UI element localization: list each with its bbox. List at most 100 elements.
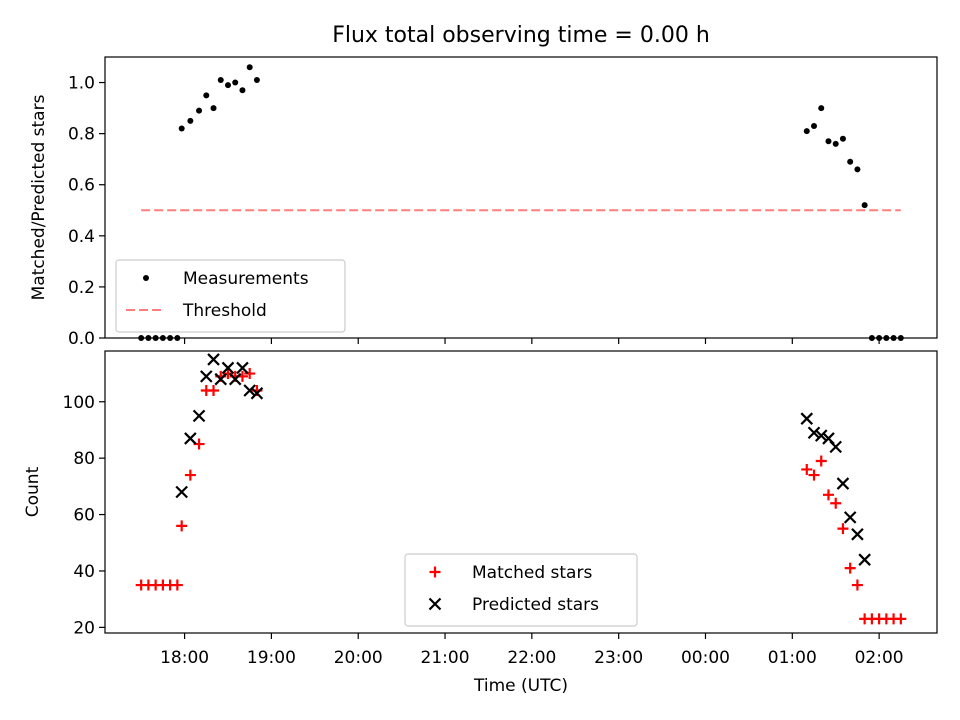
x-tick-label: 21:00: [421, 648, 470, 668]
predicted-star-point: [851, 528, 864, 541]
measurement-point: [883, 335, 890, 341]
measurement-point: [839, 135, 846, 142]
legend-label: Measurements: [183, 269, 309, 289]
y-tick-label: 0.0: [68, 329, 95, 349]
matched-star-point: [815, 455, 827, 467]
top-panel: 0.0 0.2 0.4 0.6 0.8 1.0 Matched/Predicted star…: [29, 56, 938, 349]
measurement-point: [818, 105, 825, 112]
measurement-point: [861, 202, 868, 209]
x-axis-label: Time (UTC): [473, 676, 568, 696]
measurement-point: [890, 335, 897, 341]
legend-marker-matched: [429, 566, 441, 578]
measurement-point: [217, 76, 224, 83]
measurement-point: [152, 335, 159, 341]
matched-star-point: [801, 463, 813, 475]
x-tick-label: 20:00: [334, 648, 383, 668]
y-axis-label: Matched/Predicted stars: [29, 94, 49, 300]
x-tick-label: 02:00: [855, 648, 904, 668]
matched-star-point: [184, 469, 196, 481]
predicted-star-point: [843, 511, 857, 524]
predicted-star-point: [243, 384, 256, 397]
y-tick-label: 1.0: [68, 74, 95, 94]
matched-star-point: [222, 368, 234, 380]
measurement-point: [239, 87, 246, 94]
measurement-point: [174, 335, 181, 341]
measurement-point: [232, 79, 239, 86]
matched-star-point: [830, 497, 842, 509]
measurement-point: [145, 335, 152, 341]
y-tick-label: 60: [73, 506, 95, 526]
measurement-point: [897, 335, 904, 341]
predicted-star-point: [192, 409, 206, 423]
x-tick-label: 01:00: [768, 648, 817, 668]
measurement-point: [876, 335, 883, 341]
matched-star-point: [171, 579, 183, 591]
matched-star-point: [895, 613, 907, 625]
predicted-star-point: [800, 412, 814, 425]
predicted-star-point: [807, 426, 821, 440]
y-tick-label: 0.4: [68, 227, 95, 247]
predicted-star-point: [228, 372, 242, 386]
legend-label: Predicted stars: [472, 595, 599, 615]
measurement-point: [224, 82, 231, 89]
y-tick-label: 100: [63, 393, 95, 413]
measurement-point: [811, 122, 818, 129]
y-tick-label: 40: [73, 562, 95, 582]
matched-star-point: [808, 469, 820, 481]
predicted-star-point: [207, 353, 220, 366]
matched-star-point: [822, 489, 834, 501]
predicted-star-point: [829, 440, 842, 454]
measurement-point: [210, 105, 217, 112]
measurement-point: [847, 158, 854, 165]
measurement-point: [178, 125, 185, 132]
bottom-panel: 20 40 60 80 100 18:00 19:00 20:00 21:00 22:00 23:0…: [23, 350, 938, 696]
measurement-point: [868, 335, 875, 341]
predicted-star-point: [184, 432, 197, 445]
matched-star-point: [837, 523, 849, 535]
figure-title: Flux total observing time = 0.00 h: [332, 23, 710, 48]
x-tick-label: 19:00: [247, 648, 296, 668]
legend-box: [115, 259, 346, 333]
measurement-point: [167, 335, 174, 341]
measurement-point: [825, 138, 832, 145]
legend-marker-measurements: [143, 275, 149, 281]
x-tick-label: 00:00: [681, 648, 730, 668]
y-tick-label: 0.2: [68, 278, 95, 298]
predicted-star-point: [200, 370, 213, 383]
measurement-point: [138, 335, 145, 341]
matched-star-point: [176, 520, 188, 532]
measurement-point: [196, 107, 203, 114]
predicted-star-point: [858, 553, 871, 566]
legend-marker-predicted: [428, 597, 442, 611]
plot-frame: [104, 350, 938, 634]
predicted-star-point: [836, 477, 850, 490]
y-tick-label: 0.8: [68, 125, 95, 145]
plot-frame: [104, 56, 938, 339]
measurement-point: [803, 128, 810, 135]
predicted-star-point: [814, 429, 828, 442]
measurement-point: [187, 117, 194, 124]
predicted-star-point: [221, 361, 235, 375]
matched-star-point: [208, 384, 220, 396]
legend-box: [404, 553, 638, 627]
measurement-point: [832, 140, 839, 147]
y-tick-label: 20: [73, 618, 95, 638]
measurement-point: [854, 166, 861, 173]
measurement-point: [246, 64, 253, 71]
measurement-point: [159, 335, 166, 341]
matched-star-point: [851, 579, 863, 591]
legend-label: Threshold: [182, 301, 267, 321]
legend: Matched stars Predicted stars: [404, 553, 638, 627]
matched-star-point: [244, 368, 256, 380]
measurement-point: [203, 92, 210, 99]
legend: Measurements Threshold: [115, 259, 346, 333]
y-tick-label: 80: [73, 449, 95, 469]
measurement-point: [253, 76, 260, 83]
y-tick-label: 0.6: [68, 176, 95, 196]
predicted-star-point: [250, 387, 264, 400]
predicted-star-point: [214, 372, 228, 386]
predicted-star-point: [175, 485, 188, 499]
predicted-star-point: [236, 361, 249, 375]
x-tick-label: 22:00: [507, 648, 556, 668]
